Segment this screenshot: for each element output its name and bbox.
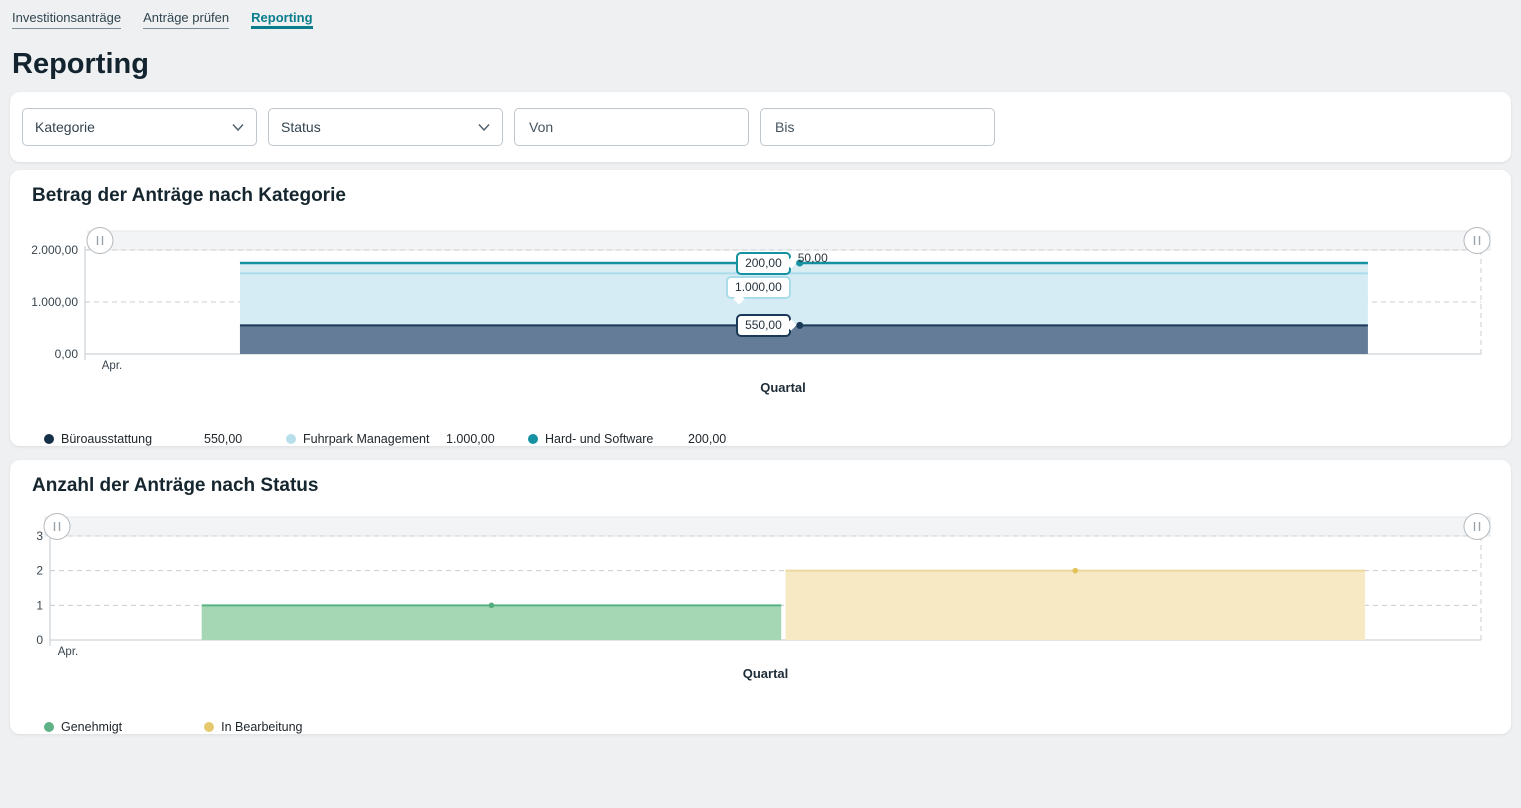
x-tick-label: Apr. xyxy=(58,646,78,658)
betrag-chart-svg[interactable]: 2.000,00 1.000,00 0,00 Apr. Quartal xyxy=(10,222,1511,427)
legend-series-name: In Bearbeitung xyxy=(221,720,303,734)
anzahl-chart-legend: Genehmigt In Bearbeitung xyxy=(10,720,1511,734)
scroll-handle-right[interactable] xyxy=(1463,227,1491,254)
filter-bar: Kategorie Status xyxy=(10,92,1511,162)
y-tick-label: 0,00 xyxy=(55,347,79,361)
chart-card-anzahl: Anzahl der Anträge nach Status 3 2 1 0 Apr. Q… xyxy=(10,460,1511,734)
data-point-marker[interactable] xyxy=(488,602,495,609)
y-tick-label: 1.000,00 xyxy=(31,295,78,309)
chart-title-betrag: Betrag der Anträge nach Kategorie xyxy=(32,185,346,206)
kategorie-select[interactable]: Kategorie xyxy=(22,108,257,146)
scroll-handle-right[interactable] xyxy=(1463,513,1491,540)
legend-item-in-bearbeitung[interactable]: In Bearbeitung xyxy=(204,720,302,734)
von-input[interactable] xyxy=(527,118,738,136)
tab-antraege-pruefen[interactable]: Anträge prüfen xyxy=(143,10,230,29)
kategorie-select-value: Kategorie xyxy=(35,119,95,135)
y-tick-label: 2.000,00 xyxy=(31,243,78,257)
chart-card-betrag: Betrag der Anträge nach Kategorie 2.000,… xyxy=(10,170,1511,446)
legend-color-dot xyxy=(528,434,538,444)
chart-scrollbar-track[interactable] xyxy=(44,516,1491,537)
legend-series-value: 550,00 xyxy=(204,432,243,446)
legend-color-dot xyxy=(44,722,54,732)
legend-series-name: Hard- und Software xyxy=(545,432,654,446)
legend-series-name: Genehmigt xyxy=(61,720,123,734)
chart-title-anzahl: Anzahl der Anträge nach Status xyxy=(32,475,319,496)
tab-reporting[interactable]: Reporting xyxy=(251,10,313,29)
y-tick-label: 2 xyxy=(36,564,43,578)
data-point-marker[interactable] xyxy=(796,259,804,267)
legend-series-value: 200,00 xyxy=(688,432,727,446)
legend-item-fuhrpark-management[interactable]: Fuhrpark Management 1.000,00 xyxy=(286,432,498,446)
legend-color-dot xyxy=(286,434,296,444)
series-area-hard-und-software[interactable] xyxy=(239,263,1368,274)
page-title: Reporting xyxy=(12,48,149,80)
betrag-chart: 2.000,00 1.000,00 0,00 Apr. Quartal 200,00 1.… xyxy=(10,222,1511,427)
top-nav: Investitionsanträge Anträge prüfen Repor… xyxy=(0,0,1521,31)
legend-series-name: Fuhrpark Management xyxy=(303,432,430,446)
x-tick-label: Apr. xyxy=(102,360,122,372)
status-select-value: Status xyxy=(281,119,321,135)
data-point-marker[interactable] xyxy=(1072,567,1079,574)
series-area-genehmigt[interactable] xyxy=(201,605,782,640)
x-axis-title: Quartal xyxy=(760,380,806,395)
anzahl-chart: 3 2 1 0 Apr. Quartal xyxy=(10,508,1511,703)
betrag-chart-legend: Büroausstattung 550,00 Fuhrpark Management… xyxy=(10,432,1511,446)
legend-series-name: Büroausstattung xyxy=(61,432,153,446)
x-axis-title: Quartal xyxy=(743,666,789,681)
chevron-down-icon xyxy=(478,123,490,132)
chart-scrollbar-track[interactable] xyxy=(87,230,1491,251)
legend-color-dot xyxy=(44,434,54,444)
data-point-marker[interactable] xyxy=(796,321,804,329)
series-area-fuhrpark-management[interactable] xyxy=(239,273,1368,326)
von-field[interactable] xyxy=(514,108,749,146)
bis-field[interactable] xyxy=(760,108,995,146)
series-area-in-bearbeitung[interactable] xyxy=(785,570,1366,640)
legend-series-value: 1.000,00 xyxy=(446,432,495,446)
legend-item-b-roausstattung[interactable]: Büroausstattung 550,00 xyxy=(44,432,256,446)
legend-item-hard-und-software[interactable]: Hard- und Software 200,00 xyxy=(528,432,740,446)
bis-input[interactable] xyxy=(773,118,984,136)
y-tick-label: 3 xyxy=(36,529,43,543)
legend-color-dot xyxy=(204,722,215,732)
anzahl-chart-svg[interactable]: 3 2 1 0 Apr. Quartal xyxy=(10,508,1511,703)
chevron-down-icon xyxy=(232,123,244,132)
scroll-handle-left[interactable] xyxy=(43,513,71,540)
tab-investitionsantraege[interactable]: Investitionsanträge xyxy=(12,10,122,29)
scroll-handle-left[interactable] xyxy=(86,227,114,254)
legend-item-genehmigt[interactable]: Genehmigt xyxy=(44,720,122,734)
y-tick-label: 1 xyxy=(36,598,43,612)
series-area-b-roausstattung[interactable] xyxy=(239,325,1368,354)
y-tick-label: 0 xyxy=(36,633,43,647)
status-select[interactable]: Status xyxy=(268,108,503,146)
